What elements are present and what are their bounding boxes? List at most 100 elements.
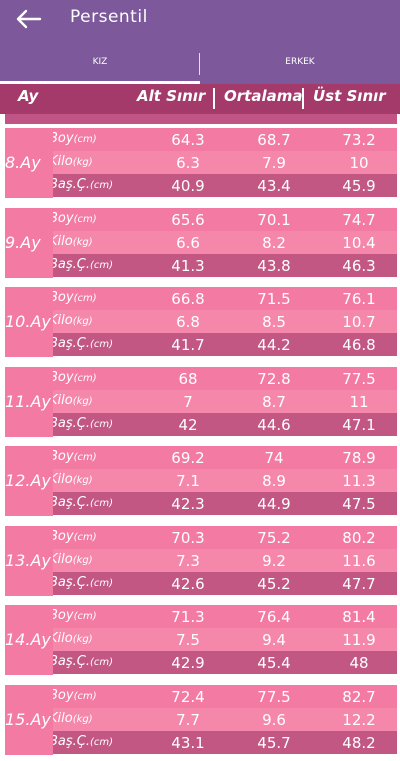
- value-cell: 10: [349, 154, 369, 172]
- parameter-name: Kilo: [49, 234, 73, 249]
- parameter-unit: (cm): [73, 452, 97, 463]
- parameter-label: Boy(cm): [49, 449, 97, 464]
- header-separator: [302, 88, 304, 109]
- month-strip: [5, 287, 53, 357]
- parameter-unit: (cm): [90, 180, 114, 191]
- parameter-unit: (kg): [72, 475, 93, 486]
- parameter-label: Kilo(kg): [49, 313, 93, 328]
- parameter-name: Kilo: [49, 631, 73, 646]
- parameter-name: Boy: [49, 608, 74, 623]
- value-cell: 69.2: [171, 449, 205, 467]
- parameter-unit: (kg): [72, 237, 93, 248]
- value-cell: 70.3: [171, 529, 205, 547]
- value-cell: 45.7: [257, 734, 291, 752]
- table-row: Boy(cm) 66.8 71.5 76.1: [5, 287, 397, 310]
- value-cell: 47.1: [342, 416, 376, 434]
- parameter-label: Baş.Ç.(cm): [49, 257, 113, 272]
- month-label: 9.Ay: [5, 233, 41, 252]
- table-header: Ay Alt Sınır Ortalama Üst Sınır: [0, 84, 400, 114]
- parameter-label: Kilo(kg): [49, 552, 93, 567]
- header-separator: [213, 88, 215, 109]
- value-cell: 7.5: [176, 631, 200, 649]
- value-cell: 68.7: [257, 131, 291, 149]
- value-cell: 65.6: [171, 211, 205, 229]
- value-cell: 8.5: [262, 313, 286, 331]
- header-lower: Alt Sınır: [137, 87, 206, 105]
- value-cell: 44.6: [257, 416, 291, 434]
- value-cell: 47.5: [342, 495, 376, 513]
- value-cell: 42: [178, 416, 198, 434]
- table-row: Kilo(kg) 6.3 7.9 10: [5, 151, 397, 174]
- value-cell: 6.8: [176, 313, 200, 331]
- parameter-label: Kilo(kg): [49, 472, 93, 487]
- parameter-name: Baş.Ç.: [49, 495, 90, 510]
- value-cell: 77.5: [257, 688, 291, 706]
- table-row: Baş.Ç.(cm) 42.3 44.9 47.5: [5, 492, 397, 515]
- value-cell: 66.8: [171, 290, 205, 308]
- parameter-label: Boy(cm): [49, 608, 97, 623]
- parameter-name: Boy: [49, 290, 74, 305]
- parameter-unit: (cm): [90, 657, 114, 668]
- value-cell: 7.7: [176, 711, 200, 729]
- value-cell: 12.2: [342, 711, 376, 729]
- value-cell: 74: [264, 449, 284, 467]
- month-label: 15.Ay: [5, 710, 51, 729]
- tab-indicator: [0, 81, 200, 84]
- parameter-label: Kilo(kg): [49, 631, 93, 646]
- value-cell: 41.7: [171, 336, 205, 354]
- month-strip: [5, 367, 53, 437]
- tab-kiz[interactable]: KIZ: [92, 57, 108, 67]
- parameter-label: Boy(cm): [49, 211, 97, 226]
- value-cell: 9.6: [262, 711, 286, 729]
- value-cell: 7.9: [262, 154, 286, 172]
- value-cell: 10.7: [342, 313, 376, 331]
- parameter-name: Baş.Ç.: [49, 734, 90, 749]
- value-cell: 43.1: [171, 734, 205, 752]
- value-cell: 8.2: [262, 234, 286, 252]
- parameter-label: Baş.Ç.(cm): [49, 495, 113, 510]
- month-block: Boy(cm) 69.2 74 78.9 Kilo(kg) 7.1 8.9 11.3 Baş.Ç…: [5, 446, 397, 516]
- value-cell: 10.4: [342, 234, 376, 252]
- parameter-unit: (cm): [73, 214, 97, 225]
- parameter-name: Kilo: [49, 472, 73, 487]
- table-row: Boy(cm) 71.3 76.4 81.4: [5, 605, 397, 628]
- back-arrow-icon[interactable]: [14, 8, 42, 30]
- month-block: Boy(cm) 64.3 68.7 73.2 Kilo(kg) 6.3 7.9 10 Baş.Ç…: [5, 128, 397, 198]
- value-cell: 8.7: [262, 393, 286, 411]
- parameter-name: Boy: [49, 688, 74, 703]
- value-cell: 73.2: [342, 131, 376, 149]
- table-row: Baş.Ç.(cm) 42.6 45.2 47.7: [5, 572, 397, 595]
- parameter-name: Baş.Ç.: [49, 257, 90, 272]
- parameter-name: Boy: [49, 529, 74, 544]
- value-cell: 46.3: [342, 257, 376, 275]
- month-label: 8.Ay: [5, 153, 41, 172]
- table-body[interactable]: Boy(cm) 64.3 68.7 73.2 Kilo(kg) 6.3 7.9 10 Baş.Ç…: [0, 114, 400, 761]
- parameter-unit: (cm): [90, 419, 114, 430]
- value-cell: 6.6: [176, 234, 200, 252]
- table-row: Boy(cm) 70.3 75.2 80.2: [5, 526, 397, 549]
- parameter-unit: (cm): [90, 498, 114, 509]
- parameter-name: Boy: [49, 449, 74, 464]
- parameter-unit: (cm): [73, 532, 97, 543]
- value-cell: 48.2: [342, 734, 376, 752]
- value-cell: 46.8: [342, 336, 376, 354]
- parameter-name: Baş.Ç.: [49, 575, 90, 590]
- parameter-label: Kilo(kg): [49, 154, 93, 169]
- value-cell: 45.2: [257, 575, 291, 593]
- gender-tabs: KIZ ERKEK: [0, 40, 400, 84]
- parameter-label: Baş.Ç.(cm): [49, 575, 113, 590]
- parameter-unit: (cm): [73, 134, 97, 145]
- table-row: Kilo(kg) 7 8.7 11: [5, 390, 397, 413]
- value-cell: 43.8: [257, 257, 291, 275]
- table-row: Kilo(kg) 6.8 8.5 10.7: [5, 310, 397, 333]
- tab-erkek[interactable]: ERKEK: [285, 57, 315, 67]
- parameter-unit: (cm): [90, 578, 114, 589]
- partial-row: [5, 114, 397, 124]
- month-strip: [5, 446, 53, 516]
- value-cell: 8.9: [262, 472, 286, 490]
- month-strip: [5, 128, 53, 198]
- parameter-label: Kilo(kg): [49, 393, 93, 408]
- parameter-label: Kilo(kg): [49, 234, 93, 249]
- value-cell: 78.9: [342, 449, 376, 467]
- parameter-label: Baş.Ç.(cm): [49, 416, 113, 431]
